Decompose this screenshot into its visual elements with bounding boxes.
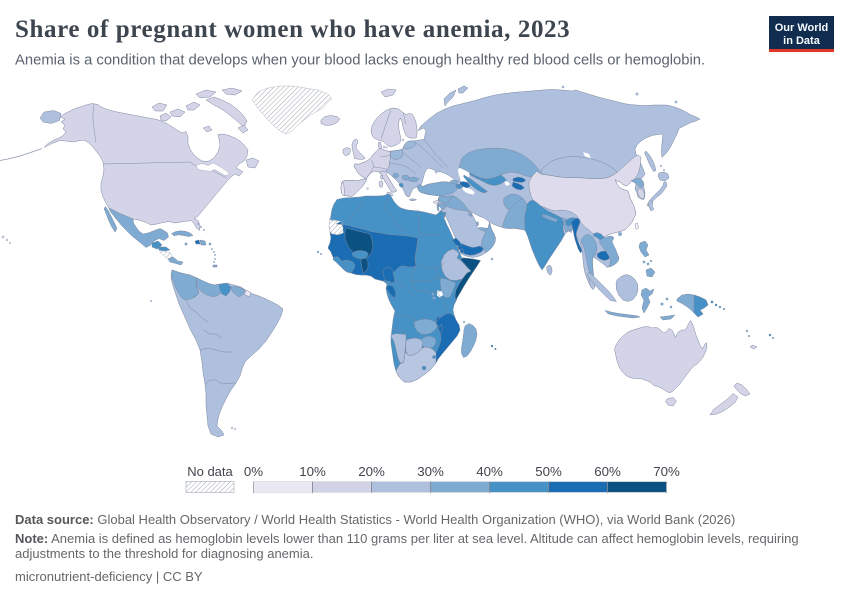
svg-text:in Data: in Data	[783, 35, 821, 47]
svg-text:0%: 0%	[244, 464, 263, 479]
svg-text:50%: 50%	[535, 464, 562, 479]
svg-text:Data source: Global Health Obs: Data source: Global Health Observatory /…	[15, 512, 735, 527]
svg-text:Share of pregnant women who ha: Share of pregnant women who have anemia,…	[15, 16, 570, 43]
svg-text:30%: 30%	[417, 464, 444, 479]
svg-text:Our World: Our World	[775, 22, 829, 34]
svg-text:20%: 20%	[358, 464, 385, 479]
svg-text:40%: 40%	[476, 464, 503, 479]
svg-text:adjustments to the threshold f: adjustments to the threshold for diagnos…	[15, 546, 313, 561]
svg-text:No data: No data	[187, 464, 233, 479]
svg-text:70%: 70%	[653, 464, 680, 479]
svg-text:60%: 60%	[594, 464, 621, 479]
svg-text:10%: 10%	[299, 464, 326, 479]
svg-text:Note: Anemia is defined as hem: Note: Anemia is defined as hemoglobin le…	[15, 531, 799, 546]
svg-text:micronutrient-deficiency | CC: micronutrient-deficiency | CC BY	[15, 569, 203, 584]
svg-text:Anemia is a condition that dev: Anemia is a condition that develops when…	[15, 53, 705, 69]
